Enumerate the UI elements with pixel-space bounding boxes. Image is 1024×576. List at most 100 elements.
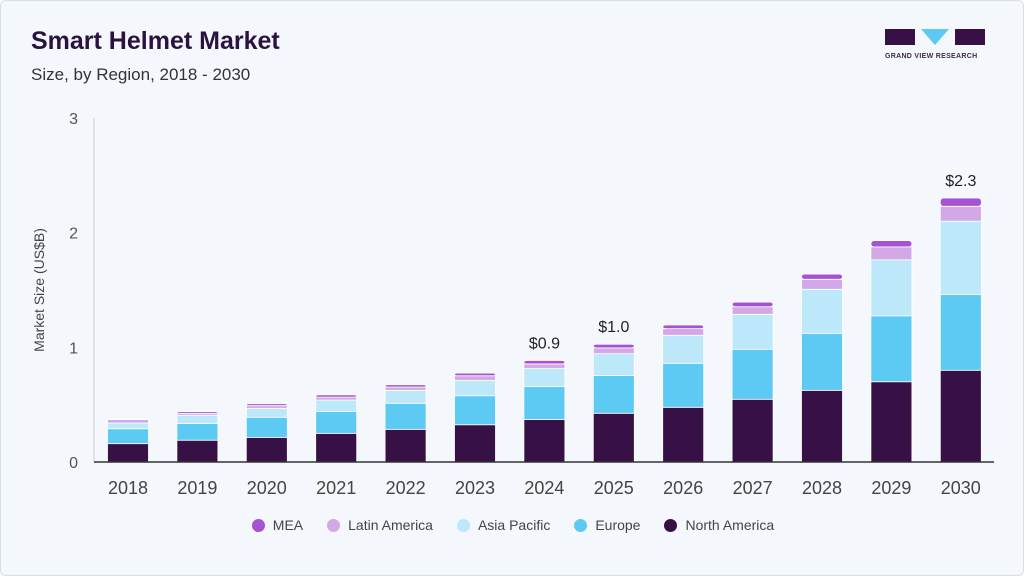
bar-segment-asia-pacific <box>731 313 774 350</box>
bar-segment-asia-pacific <box>801 288 843 334</box>
bar-segment-north-america <box>523 419 566 463</box>
bar-segment-asia-pacific <box>176 414 219 424</box>
legend-label: Asia Pacific <box>477 517 551 533</box>
bar-segment-latin-america <box>870 246 913 261</box>
bar-segment-mea <box>731 301 774 308</box>
bar-segment-latin-america <box>801 278 843 290</box>
bar-segment-north-america <box>107 443 149 463</box>
bar-segment-asia-pacific <box>315 399 358 412</box>
bar-segment-north-america <box>315 432 358 463</box>
bar-segment-mea <box>176 411 219 414</box>
bar-segment-europe <box>870 315 913 383</box>
bar-segment-mea <box>384 384 427 388</box>
bar-segment-latin-america <box>523 363 566 369</box>
total-data-label: $0.9 <box>529 336 560 353</box>
bar-segment-north-america <box>731 398 774 463</box>
legend-swatch-icon <box>251 518 265 532</box>
bar-segment-north-america <box>176 439 219 463</box>
y-tick-label: 1 <box>69 340 78 357</box>
bar-segment-north-america <box>939 369 982 463</box>
bar-segment-europe <box>592 375 635 414</box>
x-tick-label: 2026 <box>663 478 703 498</box>
legend-swatch-icon <box>327 518 341 532</box>
bar-segment-mea <box>245 403 288 407</box>
legend: MEA Latin America Asia Pacific Europe North … <box>1 517 1023 533</box>
bar-segment-north-america <box>592 412 635 463</box>
bar-segment-asia-pacific <box>454 379 496 397</box>
bar-segment-europe <box>315 411 358 434</box>
total-data-label: $1.0 <box>598 319 629 336</box>
legend-item: Asia Pacific <box>456 517 551 533</box>
y-axis-title: Market Size (US$B) <box>31 228 47 352</box>
total-data-label: $2.3 <box>945 173 976 190</box>
bar-segment-mea <box>801 273 843 280</box>
bar-segment-north-america <box>801 389 843 463</box>
logo-mark-icon <box>885 29 985 45</box>
legend-swatch-icon <box>456 518 470 532</box>
bar-segment-north-america <box>454 424 496 463</box>
logo-text: GRAND VIEW RESEARCH <box>885 53 978 60</box>
bar-segment-asia-pacific <box>662 334 705 364</box>
bar-segment-latin-america <box>107 419 149 424</box>
bar-segment-asia-pacific <box>592 353 635 376</box>
bar-segment-europe <box>523 386 566 420</box>
bar-segment-europe <box>384 402 427 430</box>
legend-item: MEA <box>251 517 304 533</box>
x-tick-label: 2028 <box>802 478 842 498</box>
bar-segment-europe <box>107 428 149 445</box>
bar-segment-latin-america <box>315 396 358 401</box>
x-tick-label: 2021 <box>316 478 356 498</box>
bar-segment-north-america <box>870 381 913 463</box>
bar-segment-europe <box>662 362 705 408</box>
bar-segment-mea <box>107 418 149 420</box>
plot-area: 0 1 2 3 Market Size (US$B) 2018 2019 2020 2021 20… <box>31 111 994 498</box>
legend-label: Europe <box>595 517 641 533</box>
y-tick-label: 3 <box>69 111 78 128</box>
bar-segment-mea <box>870 240 913 248</box>
x-tick-label: 2027 <box>733 478 773 498</box>
y-tick-label: 0 <box>69 455 78 472</box>
legend-item: North America <box>664 517 774 533</box>
chart-title: Smart Helmet Market <box>31 27 280 55</box>
x-tick-label: 2029 <box>871 478 911 498</box>
bar-segment-asia-pacific <box>939 220 982 295</box>
bar-segment-north-america <box>662 406 705 463</box>
bar-segment-asia-pacific <box>245 407 288 418</box>
bar-segment-europe <box>245 416 288 438</box>
bar-segment-europe <box>731 348 774 400</box>
x-tick-label: 2023 <box>455 478 495 498</box>
x-tick-label: 2019 <box>177 478 217 498</box>
legend-item: Latin America <box>327 517 433 533</box>
x-tick-label: 2022 <box>386 478 426 498</box>
bar-segment-latin-america <box>384 386 427 391</box>
bar-segment-latin-america <box>662 328 705 336</box>
bar-segment-mea <box>454 372 496 377</box>
bar-segment-europe <box>176 423 219 441</box>
legend-label: MEA <box>272 517 304 533</box>
bar-segment-mea <box>315 394 358 398</box>
legend-label: North America <box>685 517 775 533</box>
x-tick-label: 2025 <box>594 478 634 498</box>
bar-segment-mea <box>662 324 705 330</box>
bar-segment-asia-pacific <box>523 368 566 387</box>
legend-swatch-icon <box>574 518 588 532</box>
bar-segment-europe <box>454 395 496 426</box>
bar-segment-latin-america <box>592 347 635 355</box>
y-tick-label: 2 <box>69 226 78 243</box>
bar-segment-asia-pacific <box>870 259 913 317</box>
bar-segment-latin-america <box>731 306 774 315</box>
bar-segment-europe <box>939 294 982 371</box>
legend-swatch-icon <box>664 518 678 532</box>
bar-segment-asia-pacific <box>384 389 427 404</box>
bar-segment-north-america <box>384 428 427 463</box>
x-tick-label: 2030 <box>941 478 981 498</box>
bar-segment-asia-pacific <box>107 422 149 430</box>
x-tick-label: 2018 <box>108 478 148 498</box>
legend-label: Latin America <box>348 517 433 533</box>
bar-segment-mea <box>592 343 635 349</box>
grand-view-research-logo: GRAND VIEW RESEARCH <box>885 29 985 60</box>
bar-segment-europe <box>801 332 843 391</box>
legend-item: Europe <box>574 517 640 533</box>
chart-subtitle: Size, by Region, 2018 - 2030 <box>31 65 251 84</box>
